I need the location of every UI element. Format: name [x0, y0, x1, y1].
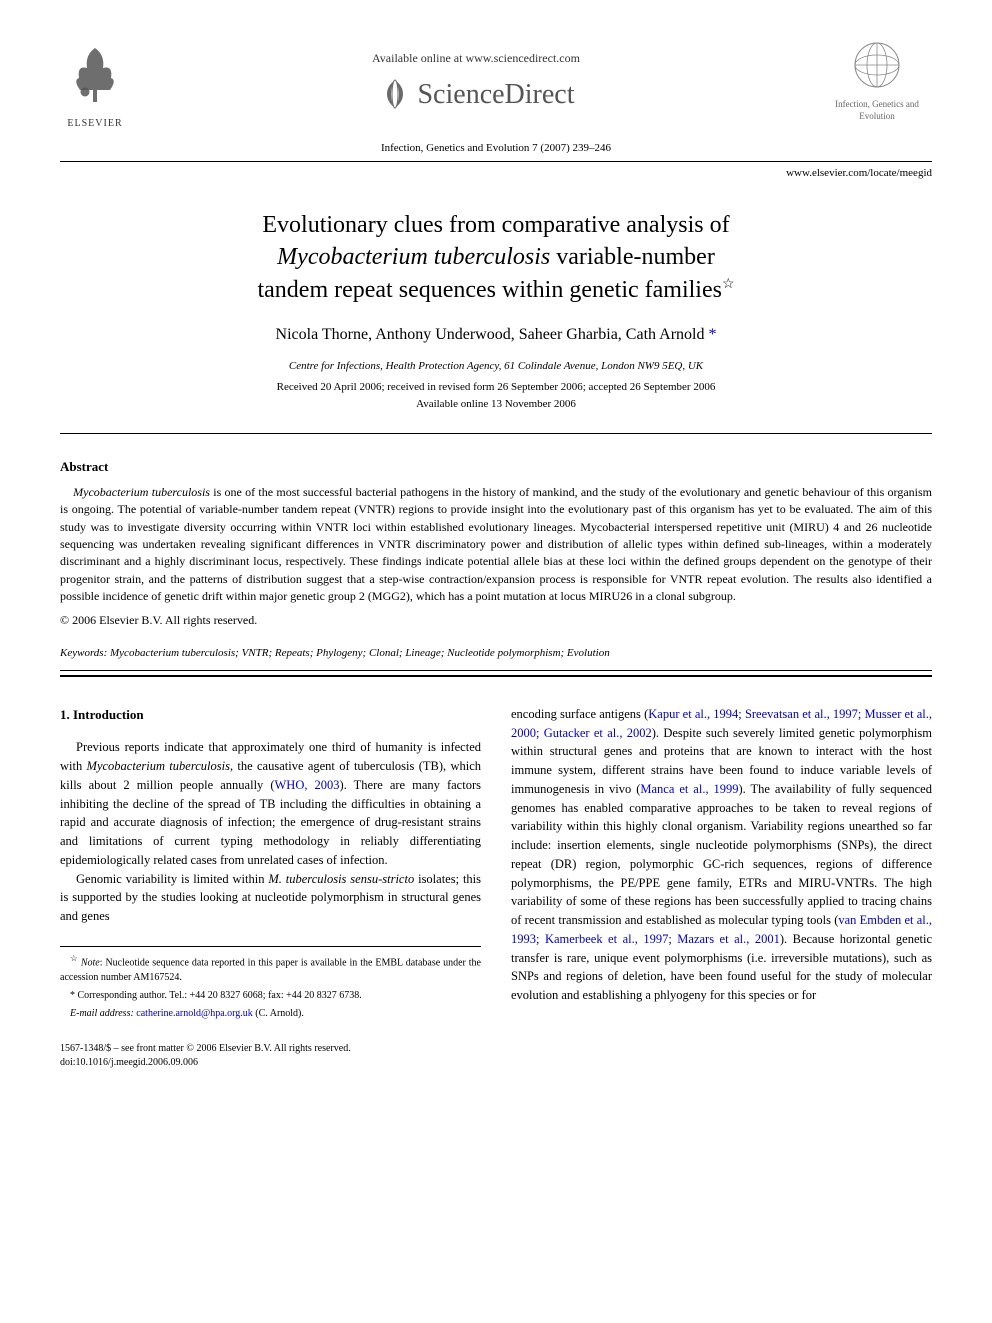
- copyright: © 2006 Elsevier B.V. All rights reserved…: [60, 612, 932, 629]
- abstract-species: Mycobacterium tuberculosis: [73, 485, 210, 499]
- affiliation: Centre for Infections, Health Protection…: [60, 359, 932, 374]
- center-header: Available online at www.sciencedirect.co…: [130, 40, 822, 114]
- abstract-section: Abstract Mycobacterium tuberculosis is o…: [60, 458, 932, 629]
- species-name: M. tuberculosis sensu-stricto: [268, 872, 414, 886]
- online-date: Available online 13 November 2006: [60, 397, 932, 412]
- journal-logo-text: Infection, Genetics and Evolution: [822, 98, 932, 123]
- ref-manca-1999[interactable]: Manca et al., 1999: [640, 782, 738, 796]
- keywords-text: Mycobacterium tuberculosis; VNTR; Repeat…: [107, 647, 609, 659]
- title-line2-rest: variable-number: [550, 244, 715, 270]
- divider: [60, 433, 932, 434]
- footnote-corresponding: * Corresponding author. Tel.: +44 20 832…: [60, 988, 481, 1003]
- keywords: Keywords: Mycobacterium tuberculosis; VN…: [60, 646, 932, 661]
- authors: Nicola Thorne, Anthony Underwood, Saheer…: [60, 324, 932, 346]
- elsevier-logo: ELSEVIER: [60, 40, 130, 131]
- abstract-text: is one of the most successful bacterial …: [60, 485, 932, 603]
- elsevier-tree-icon: [65, 40, 125, 110]
- corresponding-mark: *: [708, 326, 716, 343]
- right-column: encoding surface antigens (Kapur et al.,…: [511, 705, 932, 1024]
- author-names: Nicola Thorne, Anthony Underwood, Saheer…: [276, 326, 705, 343]
- journal-reference: Infection, Genetics and Evolution 7 (200…: [60, 141, 932, 156]
- keywords-label: Keywords:: [60, 647, 107, 659]
- abstract-heading: Abstract: [60, 458, 932, 476]
- footnote-email: E-mail address: catherine.arnold@hpa.org…: [60, 1006, 481, 1021]
- abstract-body: Mycobacterium tuberculosis is one of the…: [60, 484, 932, 606]
- sciencedirect-icon: [377, 76, 413, 112]
- divider: [60, 670, 932, 671]
- journal-url[interactable]: www.elsevier.com/locate/meegid: [60, 166, 932, 181]
- divider: [60, 161, 932, 162]
- title-species: Mycobacterium tuberculosis: [277, 244, 550, 270]
- article-title: Evolutionary clues from comparative anal…: [100, 209, 892, 306]
- footnotes: ☆ Note: Nucleotide sequence data reporte…: [60, 946, 481, 1021]
- journal-globe-icon: [852, 40, 902, 90]
- species-name: Mycobacterium tuberculosis: [87, 759, 230, 773]
- note-star: ☆: [70, 954, 78, 963]
- title-footnote-star: ☆: [722, 277, 735, 292]
- intro-heading: 1. Introduction: [60, 705, 481, 725]
- received-dates: Received 20 April 2006; received in revi…: [60, 380, 932, 395]
- intro-p1: Previous reports indicate that approxima…: [60, 738, 481, 869]
- sciencedirect-logo: ScienceDirect: [130, 75, 822, 114]
- body-columns: 1. Introduction Previous reports indicat…: [60, 705, 932, 1024]
- sciencedirect-text: ScienceDirect: [417, 75, 574, 114]
- footer: 1567-1348/$ – see front matter © 2006 El…: [60, 1042, 932, 1070]
- left-column: 1. Introduction Previous reports indicat…: [60, 705, 481, 1024]
- header-row: ELSEVIER Available online at www.science…: [60, 40, 932, 131]
- journal-logo: Infection, Genetics and Evolution: [822, 40, 932, 123]
- elsevier-label: ELSEVIER: [60, 117, 130, 131]
- intro-p2: Genomic variability is limited within M.…: [60, 870, 481, 926]
- divider-thick: [60, 675, 932, 677]
- doi-line: doi:10.1016/j.meegid.2006.09.006: [60, 1056, 932, 1070]
- ref-who-2003[interactable]: WHO, 2003: [275, 778, 340, 792]
- issn-line: 1567-1348/$ – see front matter © 2006 El…: [60, 1042, 932, 1056]
- footnote-note: ☆ Note: Nucleotide sequence data reporte…: [60, 953, 481, 985]
- email-link[interactable]: catherine.arnold@hpa.org.uk: [134, 1008, 253, 1019]
- available-online-text: Available online at www.sciencedirect.co…: [130, 50, 822, 67]
- title-line3: tandem repeat sequences within genetic f…: [257, 277, 721, 303]
- intro-continued: encoding surface antigens (Kapur et al.,…: [511, 705, 932, 1005]
- title-line1: Evolutionary clues from comparative anal…: [262, 212, 729, 238]
